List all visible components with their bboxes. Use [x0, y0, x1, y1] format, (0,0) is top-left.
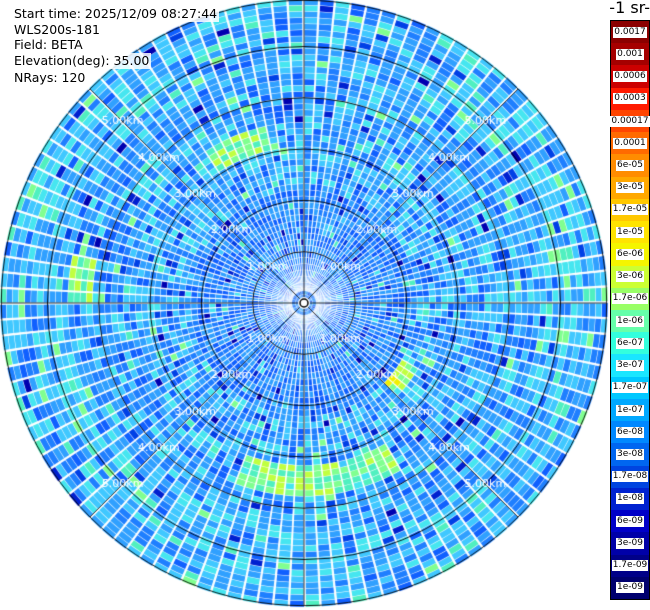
colorbar-tick-label: 6e-06 [616, 248, 644, 260]
colorbar-tick-label: 3e-05 [616, 182, 644, 194]
colorbar-level: 0.00017 [610, 109, 650, 133]
colorbar-level: 1e-09 [611, 576, 649, 599]
colorbar-level: 0.001 [611, 43, 649, 66]
colorbar-tick-label: 6e-09 [616, 515, 644, 527]
colorbar-tick-label: 1e-08 [616, 493, 644, 505]
colorbar-tick-label: 1e-06 [616, 315, 644, 327]
start-time-label: Start time: 2025/12/09 08:27:44 [12, 6, 220, 22]
colorbar-tick-label: 1e-09 [616, 582, 644, 594]
colorbar-level: 6e-07 [611, 332, 649, 355]
colorbar-tick-label: 3e-06 [616, 271, 644, 283]
colorbar-level: 1e-08 [611, 487, 649, 511]
colorbar-level: 1.7e-09 [611, 554, 649, 577]
colorbar-level: 1.7e-05 [611, 198, 649, 222]
colorbar-level: 3e-07 [611, 354, 649, 377]
colorbar-tick-label: 0.00017 [610, 115, 650, 127]
colorbar-level: 6e-05 [611, 154, 649, 177]
colorbar-tick-label: 6e-07 [616, 337, 644, 349]
colorbar-tick-label: 1e-07 [616, 404, 644, 416]
colorbar-level: 1.7e-07 [611, 376, 649, 399]
colorbar-level: 1.7e-08 [611, 465, 649, 488]
colorbar-title: -1 sr- [609, 0, 650, 17]
colorbar-tick-label: 3e-08 [616, 448, 644, 460]
colorbar-level: 6e-08 [611, 421, 649, 444]
colorbar-tick-label: 3e-09 [616, 537, 644, 549]
field-label: Field: BETA [12, 37, 85, 53]
colorbar-level: 6e-06 [611, 243, 649, 266]
colorbar-tick-label: 1e-05 [616, 226, 644, 238]
colorbar: 0.0017 0.001 0.0006 0.0003 0.00017 0.0001 6e-0… [610, 20, 650, 600]
colorbar-level: 6e-09 [611, 510, 649, 533]
colorbar-tick-label: 0.0001 [613, 137, 647, 149]
colorbar-level: 3e-06 [611, 265, 649, 288]
colorbar-tick-label: 0.001 [616, 48, 644, 60]
colorbar-level: 0.0017 [611, 21, 649, 44]
colorbar-tick-label: 1.7e-07 [611, 382, 649, 394]
elevation-label: Elevation(deg): 35.00 [12, 53, 152, 69]
colorbar-level: 1e-06 [611, 310, 649, 333]
colorbar-tick-label: 1.7e-05 [611, 204, 649, 216]
colorbar-level: 0.0006 [611, 65, 649, 88]
colorbar-tick-label: 1.7e-08 [611, 471, 649, 483]
site-label: WLS200s-181 [12, 22, 102, 38]
nrays-label: NRays: 120 [12, 70, 88, 86]
colorbar-level: 0.0001 [611, 132, 649, 155]
colorbar-level: 1e-05 [611, 221, 649, 244]
colorbar-tick-label: 0.0017 [613, 26, 647, 38]
colorbar-level: 3e-09 [611, 532, 649, 555]
colorbar-tick-label: 3e-07 [616, 360, 644, 372]
colorbar-tick-label: 1.7e-06 [611, 293, 649, 305]
colorbar-level: 3e-05 [611, 176, 649, 199]
colorbar-tick-label: 6e-05 [616, 159, 644, 171]
colorbar-level: 0.0003 [611, 87, 649, 110]
colorbar-level: 1.7e-06 [611, 287, 649, 310]
colorbar-level: 3e-08 [611, 443, 649, 466]
colorbar-tick-label: 0.0006 [613, 71, 647, 83]
colorbar-tick-label: 1.7e-09 [611, 560, 649, 572]
colorbar-tick-label: 0.0003 [613, 93, 647, 105]
colorbar-tick-label: 6e-08 [616, 426, 644, 438]
colorbar-level: 1e-07 [611, 398, 649, 422]
